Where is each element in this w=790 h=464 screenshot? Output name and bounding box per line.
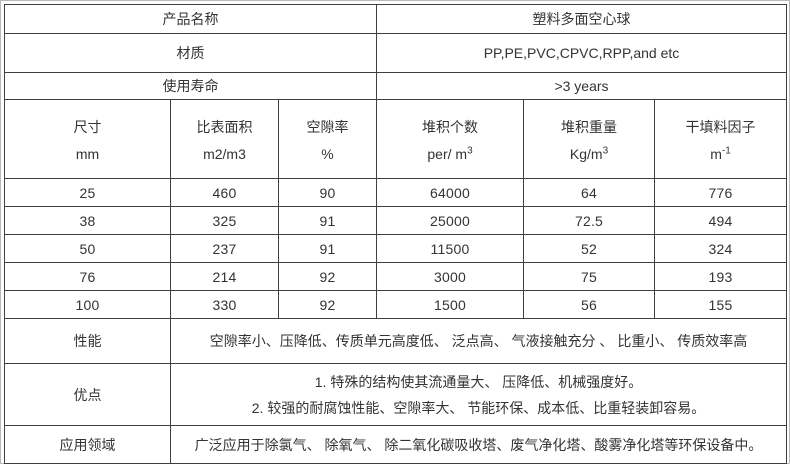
- performance-value: 空隙率小、压降低、传质单元高度低、 泛点高、 气液接触充分 、 比重小、 传质效…: [170, 318, 787, 364]
- row-product-name: 产品名称 塑料多面空心球: [4, 4, 787, 34]
- column-header-surface-area: 比表面积 m2/m3: [170, 99, 279, 179]
- row-column-headers: 尺寸 mm 比表面积 m2/m3 空隙率 % 堆积个数 per/ m3 堆积重量…: [4, 99, 787, 179]
- table-row: 76 214 92 3000 75 193: [4, 262, 787, 291]
- cell-void-rate: 91: [278, 234, 377, 263]
- cell-stack-weight: 56: [523, 290, 655, 319]
- applications-value: 广泛应用于除氯气、 除氧气、 除二氧化碳吸收塔、废气净化塔、酸雾净化塔等环保设备…: [170, 425, 787, 464]
- cell-stack-weight: 72.5: [523, 206, 655, 235]
- table-row: 50 237 91 11500 52 324: [4, 234, 787, 263]
- cell-surface-area: 237: [170, 234, 279, 263]
- lifetime-value: >3 years: [376, 72, 787, 100]
- cell-dry-packing-factor: 494: [654, 206, 787, 235]
- material-value: PP,PE,PVC,CPVC,RPP,and etc: [376, 33, 787, 73]
- table-row: 25 460 90 64000 64 776: [4, 178, 787, 207]
- cell-surface-area: 325: [170, 206, 279, 235]
- table-row: 100 330 92 1500 56 155: [4, 290, 787, 319]
- cell-stack-weight: 75: [523, 262, 655, 291]
- cell-stack-count: 3000: [376, 262, 524, 291]
- cell-void-rate: 91: [278, 206, 377, 235]
- applications-label: 应用领域: [4, 425, 171, 464]
- cell-size: 50: [4, 234, 171, 263]
- cell-stack-count: 64000: [376, 178, 524, 207]
- cell-size: 76: [4, 262, 171, 291]
- cell-size: 100: [4, 290, 171, 319]
- cell-surface-area: 460: [170, 178, 279, 207]
- row-advantages: 优点 1. 特殊的结构使其流通量大、 压降低、机械强度好。 2. 较强的耐腐蚀性…: [4, 363, 787, 426]
- cell-dry-packing-factor: 193: [654, 262, 787, 291]
- cell-size: 38: [4, 206, 171, 235]
- column-header-dry-packing-factor: 干填料因子 m-1: [654, 99, 787, 179]
- cell-dry-packing-factor: 155: [654, 290, 787, 319]
- row-applications: 应用领域 广泛应用于除氯气、 除氧气、 除二氧化碳吸收塔、废气净化塔、酸雾净化塔…: [4, 425, 787, 464]
- column-header-stack-weight: 堆积重量 Kg/m3: [523, 99, 655, 179]
- advantages-value: 1. 特殊的结构使其流通量大、 压降低、机械强度好。 2. 较强的耐腐蚀性能、空…: [170, 363, 787, 426]
- cell-dry-packing-factor: 776: [654, 178, 787, 207]
- column-header-size: 尺寸 mm: [4, 99, 171, 179]
- cell-surface-area: 214: [170, 262, 279, 291]
- cell-stack-count: 11500: [376, 234, 524, 263]
- product-name-value: 塑料多面空心球: [376, 4, 787, 34]
- cell-stack-weight: 64: [523, 178, 655, 207]
- cell-stack-count: 25000: [376, 206, 524, 235]
- performance-label: 性能: [4, 318, 171, 364]
- row-lifetime: 使用寿命 >3 years: [4, 72, 787, 100]
- cell-stack-count: 1500: [376, 290, 524, 319]
- cell-dry-packing-factor: 324: [654, 234, 787, 263]
- row-material: 材质 PP,PE,PVC,CPVC,RPP,and etc: [4, 33, 787, 73]
- product-spec-table: 产品名称 塑料多面空心球 材质 PP,PE,PVC,CPVC,RPP,and e…: [4, 4, 787, 464]
- column-header-void-rate: 空隙率 %: [278, 99, 377, 179]
- cell-size: 25: [4, 178, 171, 207]
- cell-void-rate: 92: [278, 262, 377, 291]
- advantages-line-2: 2. 较强的耐腐蚀性能、空隙率大、 节能环保、成本低、比重轻装卸容易。: [251, 399, 706, 416]
- cell-surface-area: 330: [170, 290, 279, 319]
- advantages-label: 优点: [4, 363, 171, 426]
- cell-void-rate: 92: [278, 290, 377, 319]
- row-performance: 性能 空隙率小、压降低、传质单元高度低、 泛点高、 气液接触充分 、 比重小、 …: [4, 318, 787, 364]
- lifetime-label: 使用寿命: [4, 72, 377, 100]
- product-name-label: 产品名称: [4, 4, 377, 34]
- cell-void-rate: 90: [278, 178, 377, 207]
- advantages-line-1: 1. 特殊的结构使其流通量大、 压降低、机械强度好。: [314, 373, 643, 390]
- cell-stack-weight: 52: [523, 234, 655, 263]
- column-header-stack-count: 堆积个数 per/ m3: [376, 99, 524, 179]
- material-label: 材质: [4, 33, 377, 73]
- table-row: 38 325 91 25000 72.5 494: [4, 206, 787, 235]
